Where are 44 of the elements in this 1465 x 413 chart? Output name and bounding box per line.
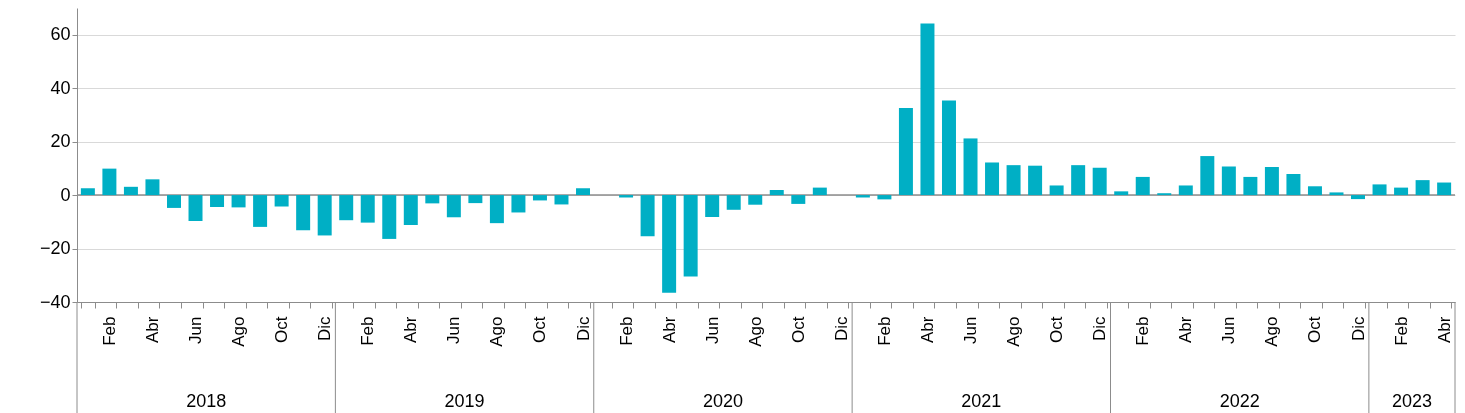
y-tick-label: 60: [50, 24, 71, 45]
text: 2021: [961, 391, 1002, 411]
x-tick-label: Dic: [315, 316, 335, 342]
x-tick-label: Ago: [745, 316, 765, 347]
x-tick-label: Abr: [1176, 316, 1196, 343]
x-tick-label: Jun: [1219, 316, 1239, 344]
x-tick-label: Abr: [142, 316, 162, 343]
x-tick-label: Feb: [1133, 316, 1153, 346]
x-tick-label: Jun: [961, 316, 981, 344]
y-tick-label: 20: [50, 131, 71, 152]
y-tick-label: 0: [60, 184, 71, 205]
x-tick-label: Oct: [788, 316, 808, 343]
x-tick-label: Feb: [874, 316, 894, 346]
x-tick-label: Ago: [1262, 316, 1282, 347]
x-tick-label: Dic: [1090, 316, 1110, 342]
x-tick-label: Oct: [272, 316, 292, 343]
text: 2022: [1219, 391, 1260, 411]
x-tick-label: Oct: [1047, 316, 1067, 343]
x-tick-label: Jun: [444, 316, 464, 344]
x-tick-label: Feb: [99, 316, 119, 346]
x-tick-label: Abr: [917, 316, 937, 343]
x-tick-label: Ago: [229, 316, 249, 347]
x-tick-label: Abr: [401, 316, 421, 343]
y-tick-label: −40: [39, 291, 71, 312]
y-tick-label: 40: [50, 77, 71, 98]
x-tick-label: Dic: [1348, 316, 1368, 342]
text: 2019: [444, 391, 485, 411]
x-tick-label: Dic: [573, 316, 593, 342]
x-tick-label: Ago: [487, 316, 507, 347]
x-tick-label: Feb: [616, 316, 636, 346]
x-tick-label: Jun: [702, 316, 722, 344]
x-tick-label: Abr: [659, 316, 679, 343]
x-tick-label: Abr: [1434, 316, 1454, 343]
x-tick-label: Jun: [186, 316, 206, 344]
text: 2018: [186, 391, 227, 411]
x-tick-label: Feb: [1391, 316, 1411, 346]
x-tick-label: Feb: [358, 316, 378, 346]
x-tick-label: Oct: [1305, 316, 1325, 343]
x-tick-label: Ago: [1004, 316, 1024, 347]
x-tick-label: Oct: [530, 316, 550, 343]
text: 2020: [702, 391, 743, 411]
y-tick-label: −20: [39, 238, 71, 259]
text: 2023: [1391, 391, 1432, 411]
x-tick-label: Dic: [831, 316, 851, 342]
